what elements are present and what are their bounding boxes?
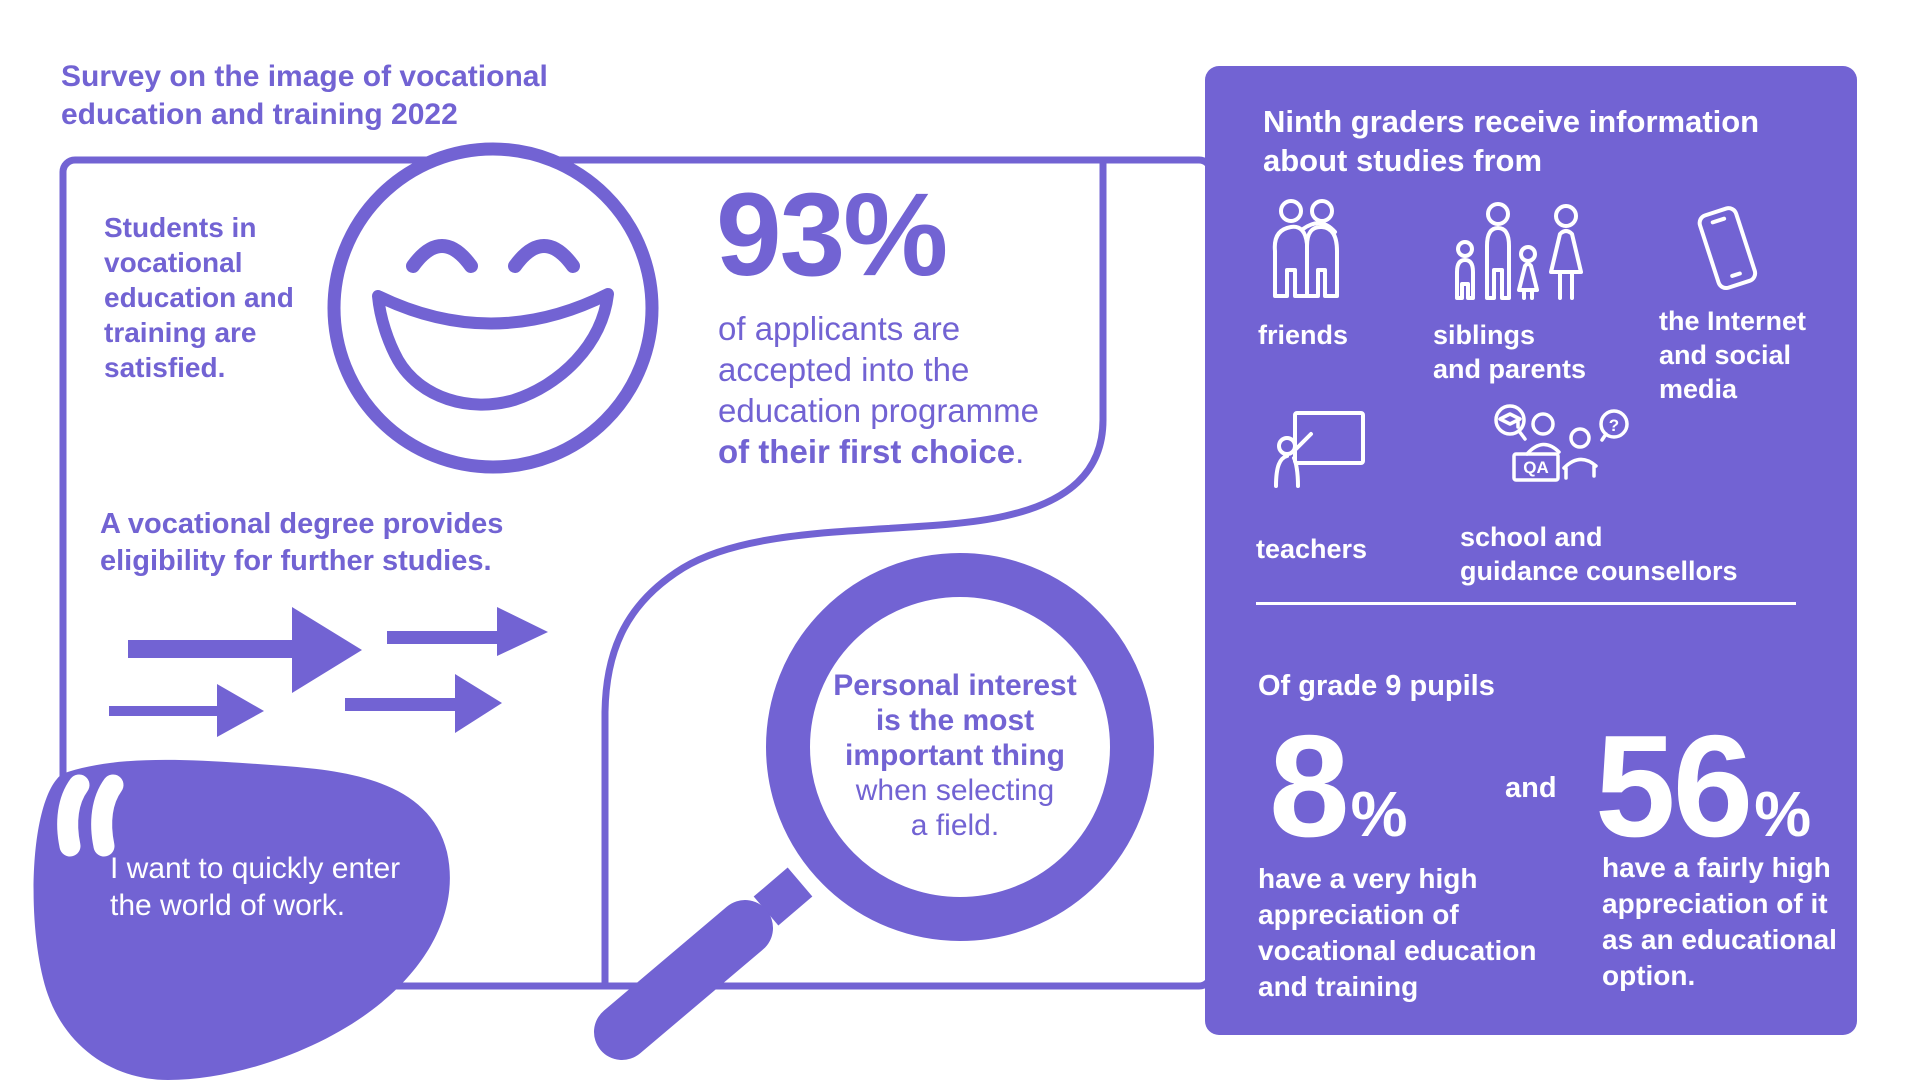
arrow-top-right (387, 607, 548, 656)
teacher-whiteboard-icon (1274, 411, 1365, 488)
qa-sign-text: QA (1523, 458, 1549, 477)
panel-header: Ninth graders receive information about … (1263, 104, 1760, 178)
smiley-right-eye (508, 239, 580, 273)
label-counsellors: school and guidance counsellors (1460, 522, 1738, 586)
friends-icon (1272, 199, 1339, 298)
magnifier-collar (753, 867, 813, 926)
counsellors-icon: QA ? (1494, 404, 1629, 482)
magnifier-text: Personal interest is the most important … (833, 669, 1077, 842)
graduation-cap-icon (1498, 412, 1522, 429)
arrow-bottom-right (345, 674, 502, 733)
stat-93-percent: 93% (716, 169, 948, 301)
smiley-left-eye (406, 239, 478, 273)
quotation-mark-icon (57, 774, 124, 857)
label-siblings-parents: siblings and parents (1433, 320, 1587, 384)
label-internet: the Internet and social media (1659, 306, 1807, 404)
label-teachers: teachers (1256, 534, 1368, 564)
stat-56-description: have a fairly high appreciation of it as… (1602, 852, 1837, 991)
magnifier-ring (766, 553, 1154, 941)
smiley-face-icon (327, 142, 659, 474)
question-mark-text: ? (1609, 416, 1619, 435)
panel-divider (1256, 602, 1796, 605)
title-line: education and training 2022 (61, 98, 458, 131)
quote-text: I want to quickly enter the world of wor… (110, 852, 401, 922)
arrows-forward-icon (109, 607, 548, 737)
label-friends: friends (1258, 320, 1349, 350)
smartphone-icon (1697, 206, 1758, 291)
arrow-bottom-left (109, 684, 264, 737)
grade9-intro: Of grade 9 pupils (1258, 670, 1495, 702)
family-icon (1455, 202, 1583, 300)
arrow-large (128, 607, 362, 693)
conjunction-and: and (1505, 772, 1557, 804)
stat-93-description: of applicants are accepted into the educ… (718, 310, 1040, 470)
smiley-mouth (372, 288, 614, 411)
info-sources-panel: Ninth graders receive information about … (1205, 66, 1857, 1035)
section-divider-curve (601, 163, 1107, 983)
page-title: Survey on the image of vocational educat… (61, 58, 548, 134)
degree-text: A vocational degree provides eligibility… (100, 508, 504, 577)
stat-8-percent: 8 % (1269, 705, 1408, 867)
magnifier-handle (594, 900, 773, 1060)
stat-56-percent: 56 % (1595, 705, 1812, 867)
magnifying-glass-icon (594, 553, 1154, 1060)
satisfaction-text: Students in vocational education and tra… (104, 212, 294, 383)
stat-8-description: have a very high appreciation of vocatio… (1258, 863, 1537, 1002)
title-line: Survey on the image of vocational (61, 60, 548, 93)
quote-blob (33, 759, 450, 1080)
